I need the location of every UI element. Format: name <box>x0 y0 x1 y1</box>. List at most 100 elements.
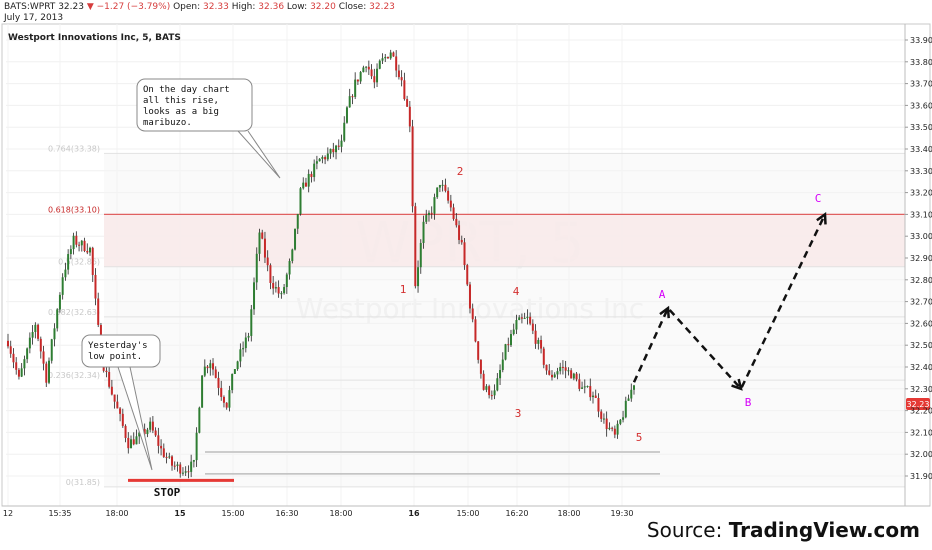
axes: 33.90 33.80 33.70 33.60 33.50 33.40 33.30 33.20… <box>2 24 932 518</box>
candle-body <box>384 56 387 59</box>
x-tick-label: 12 <box>3 509 13 518</box>
candle-body <box>422 221 425 243</box>
candles <box>7 49 635 479</box>
candle-body <box>389 52 392 59</box>
candle-body <box>291 249 294 262</box>
candle-body <box>548 370 551 375</box>
candle-body <box>119 408 122 414</box>
candle-body <box>113 394 116 402</box>
candle-body <box>458 225 461 240</box>
candle-body <box>572 373 575 379</box>
candle-body <box>187 471 190 473</box>
candle-body <box>482 373 485 390</box>
candle-body <box>545 364 548 371</box>
candle-body <box>537 340 540 344</box>
candle-body <box>534 330 537 344</box>
candle-body <box>37 324 40 339</box>
candle-body <box>192 460 195 462</box>
candle-body <box>258 232 261 254</box>
annotation-day-chart-text: all this rise, <box>143 96 219 106</box>
candle-body <box>512 329 515 335</box>
candle-body <box>597 397 600 412</box>
candle-body <box>105 370 108 373</box>
candle-body <box>206 366 209 369</box>
y-tick-label: 32.60 <box>910 319 932 328</box>
date-label: July 17, 2013 <box>4 13 64 23</box>
projection-label-A: A <box>659 288 666 301</box>
candle-body <box>89 247 92 253</box>
candle-body <box>294 228 297 250</box>
candle-body <box>403 80 406 100</box>
candle-body <box>304 182 307 187</box>
candle-body <box>45 363 48 383</box>
candle-body <box>269 265 272 283</box>
candle-body <box>307 173 310 187</box>
candle-body <box>570 370 573 379</box>
candle-body <box>367 66 370 70</box>
candle-body <box>326 153 329 160</box>
candle-body <box>449 200 452 208</box>
candle-body <box>302 182 305 189</box>
candle-body <box>540 340 543 349</box>
candle-body <box>602 418 605 420</box>
candle-body <box>250 309 253 336</box>
candle-body <box>239 349 242 362</box>
candle-body <box>91 247 94 275</box>
candle-body <box>233 369 236 374</box>
x-tick-label: 15:35 <box>48 509 71 518</box>
candle-body <box>299 188 302 215</box>
candle-body <box>255 253 258 283</box>
candle-body <box>359 72 362 82</box>
candle-body <box>542 348 545 365</box>
candle-body <box>212 363 215 370</box>
stop-label: STOP <box>154 486 181 499</box>
candle-body <box>168 456 171 458</box>
candle-body <box>228 390 231 408</box>
close-label: Close: <box>338 2 367 12</box>
candle-body <box>127 437 130 449</box>
annotation-day-chart-text: looks as a big <box>143 107 219 117</box>
candle-body <box>633 385 635 390</box>
candle-body <box>564 367 567 371</box>
low-label: Low: <box>286 2 308 12</box>
fib-label: 0.382(32.63) <box>48 308 100 317</box>
y-tick-label: 32.00 <box>910 450 932 459</box>
annotation-day-chart-text: On the day chart <box>143 85 230 95</box>
x-tick-label: 16:20 <box>505 509 528 518</box>
y-tick-label: 33.80 <box>910 58 932 67</box>
y-tick-label: 33.10 <box>910 210 932 219</box>
candle-body <box>110 386 113 395</box>
arrow-head-c <box>816 212 827 225</box>
candle-body <box>504 344 507 360</box>
symbol: BATS:WPRT <box>4 2 56 12</box>
candle-body <box>171 456 174 466</box>
wave-label-3: 3 <box>515 407 522 420</box>
candle-body <box>354 79 357 97</box>
candle-body <box>313 163 316 178</box>
fib-label: 0(31.85) <box>66 478 100 487</box>
candle-body <box>283 287 286 294</box>
candle-body <box>149 421 152 430</box>
candle-body <box>135 436 138 445</box>
candle-body <box>48 360 51 383</box>
candle-body <box>72 235 75 250</box>
candle-body <box>630 389 633 399</box>
candle-body <box>624 400 627 418</box>
candle-body <box>184 471 187 473</box>
candle-body <box>376 68 379 83</box>
candle-body <box>321 157 324 159</box>
last-price: 32.23 <box>58 2 84 12</box>
candle-body <box>581 387 584 389</box>
candle-body <box>463 242 466 266</box>
y-tick-label: 32.50 <box>910 341 932 350</box>
candle-body <box>550 374 553 378</box>
y-tick-label: 32.30 <box>910 385 932 394</box>
y-tick-label: 32.70 <box>910 298 932 307</box>
candle-body <box>600 411 603 419</box>
last-price-tag <box>906 398 930 411</box>
chart-title: Westport Innovations Inc, 5, BATS <box>8 33 181 43</box>
candle-body <box>493 390 496 396</box>
candle-body <box>176 464 179 466</box>
